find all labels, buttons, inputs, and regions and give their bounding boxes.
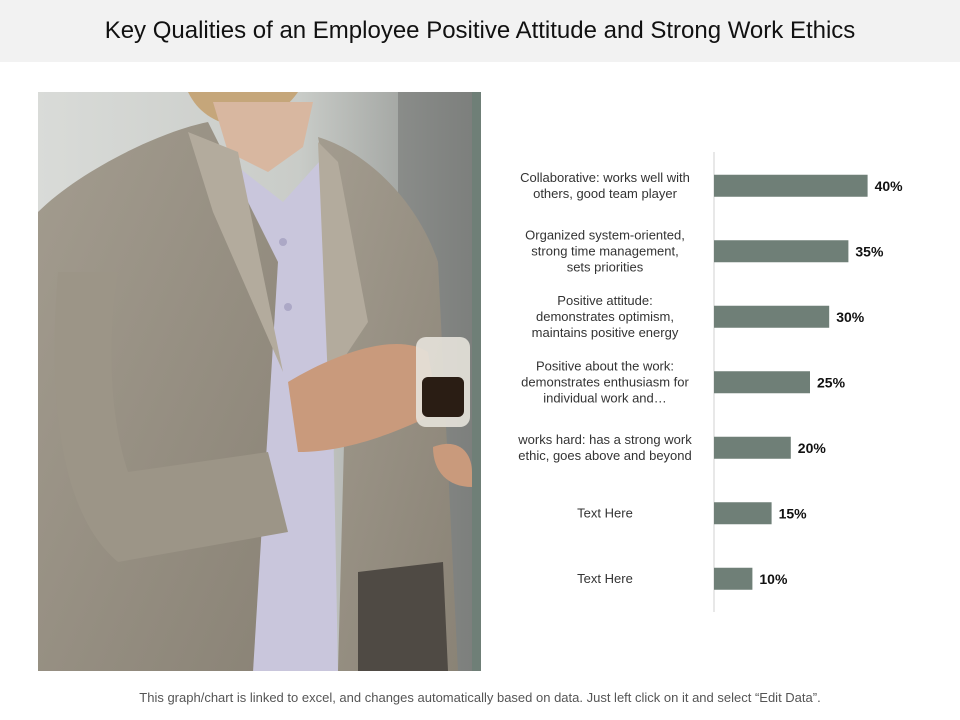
bar-7: [714, 567, 753, 590]
category-label-2: Organized system-oriented, strong time ma…: [525, 227, 685, 274]
category-label-5: works hard: has a strong work ethic, goes…: [517, 432, 692, 463]
photo-businesswoman-coffee: [38, 92, 472, 671]
value-label-4: 25%: [817, 374, 846, 390]
bar-4: [714, 371, 810, 394]
title-bar: Key Qualities of an Employee Positive At…: [0, 0, 960, 62]
bar-5: [714, 436, 791, 459]
value-label-2: 35%: [855, 243, 884, 259]
page-title: Key Qualities of an Employee Positive At…: [104, 17, 856, 44]
category-label-6: Text Here: [577, 505, 633, 520]
category-label-3: Positive attitude: demonstrates optimism,…: [532, 293, 679, 340]
bar-2: [714, 240, 849, 263]
footer-note: This graph/chart is linked to excel, and…: [139, 690, 821, 705]
value-label-5: 20%: [798, 440, 827, 456]
category-label-7: Text Here: [577, 571, 633, 586]
bar-1: [714, 174, 868, 197]
bar-chart-svg: 40% Collaborative: works well with others,…: [517, 152, 904, 612]
value-label-3: 30%: [836, 309, 865, 325]
bar-6: [714, 502, 772, 525]
accent-divider-bar: [472, 92, 481, 671]
category-label-1: Collaborative: works well with others, go…: [520, 170, 690, 201]
bar-3: [714, 305, 830, 328]
category-label-4: Positive about the work: demonstrates ent…: [521, 358, 689, 405]
value-label-7: 10%: [759, 571, 788, 587]
bar-chart: 40% Collaborative: works well with others,…: [490, 140, 940, 620]
value-label-6: 15%: [779, 505, 808, 521]
value-label-1: 40%: [875, 178, 904, 194]
